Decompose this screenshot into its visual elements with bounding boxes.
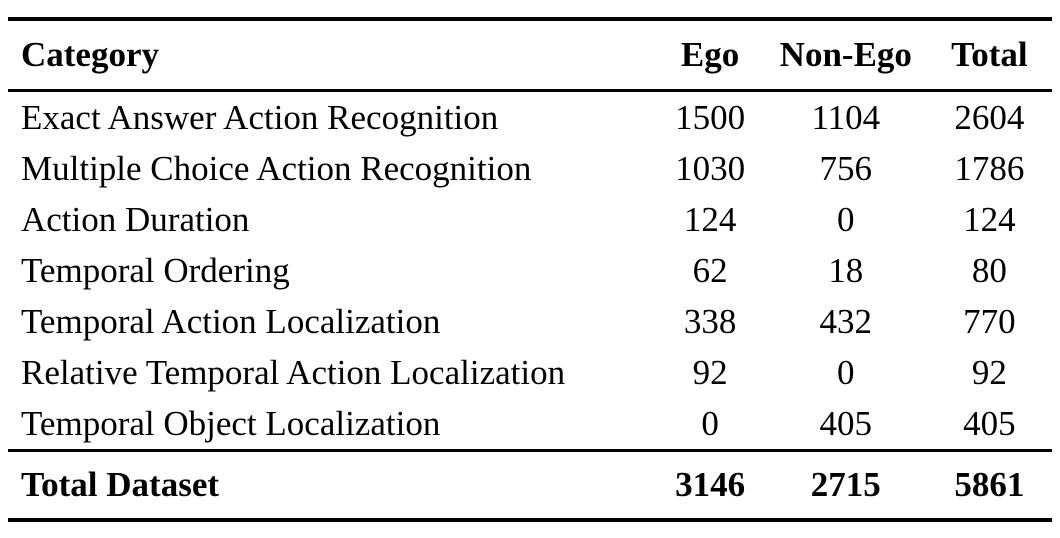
table-footer: Total Dataset 3146 2715 5861 (8, 449, 1052, 520)
non-ego-cell: 0 (837, 352, 855, 392)
non-ego-cell: 1104 (811, 97, 881, 137)
ego-cell: 124 (683, 199, 737, 239)
table-header-row: Category Ego Non-Ego Total (8, 19, 1052, 92)
table-row: Exact Answer Action Recognition 1500 110… (8, 91, 1052, 144)
ego-cell: 0 (701, 403, 719, 443)
column-header-non-ego: Non-Ego (764, 19, 927, 92)
total-cell: 80 (971, 250, 1007, 290)
category-cell: Temporal Ordering (21, 250, 290, 290)
table-row: Relative Temporal Action Localization 92… (8, 347, 1052, 398)
column-header-ego: Ego (655, 19, 765, 92)
total-cell: 2604 (954, 97, 1025, 137)
footer-ego-total: 3146 (655, 449, 765, 520)
table-body: Exact Answer Action Recognition 1500 110… (8, 91, 1052, 451)
ego-cell: 1030 (675, 148, 746, 188)
ego-cell: 1500 (675, 97, 746, 137)
dataset-statistics-table: Category Ego Non-Ego Total Exact Answer … (8, 17, 1052, 522)
total-cell: 1786 (954, 148, 1025, 188)
total-cell: 92 (971, 352, 1007, 392)
total-cell: 124 (963, 199, 1016, 239)
table-row: Temporal Object Localization 0 405 405 (8, 398, 1052, 451)
table-row: Temporal Ordering 62 18 80 (8, 245, 1052, 296)
non-ego-cell: 18 (828, 250, 864, 290)
table-row: Temporal Action Localization 338 432 770 (8, 296, 1052, 347)
footer-non-ego-total: 2715 (764, 449, 927, 520)
category-cell: Exact Answer Action Recognition (21, 97, 499, 137)
category-cell: Relative Temporal Action Localization (21, 352, 566, 392)
non-ego-cell: 0 (837, 199, 855, 239)
category-cell: Temporal Action Localization (21, 301, 441, 341)
non-ego-cell: 756 (819, 148, 873, 188)
column-header-total: Total (926, 19, 1052, 92)
category-cell: Multiple Choice Action Recognition (21, 148, 532, 188)
footer-label: Total Dataset (8, 449, 656, 520)
non-ego-cell: 405 (819, 403, 873, 443)
column-header-category: Category (8, 19, 656, 92)
non-ego-cell: 432 (819, 301, 873, 341)
table-footer-row: Total Dataset 3146 2715 5861 (8, 449, 1052, 520)
total-cell: 405 (963, 403, 1016, 443)
category-cell: Action Duration (21, 199, 250, 239)
total-cell: 770 (963, 301, 1016, 341)
ego-cell: 62 (692, 250, 728, 290)
footer-grand-total: 5861 (926, 449, 1052, 520)
table-header: Category Ego Non-Ego Total (8, 19, 1052, 92)
table-row: Action Duration 124 0 124 (8, 194, 1052, 245)
ego-cell: 338 (683, 301, 737, 341)
category-cell: Temporal Object Localization (21, 403, 441, 443)
table-row: Multiple Choice Action Recognition 1030 … (8, 143, 1052, 194)
ego-cell: 92 (692, 352, 728, 392)
